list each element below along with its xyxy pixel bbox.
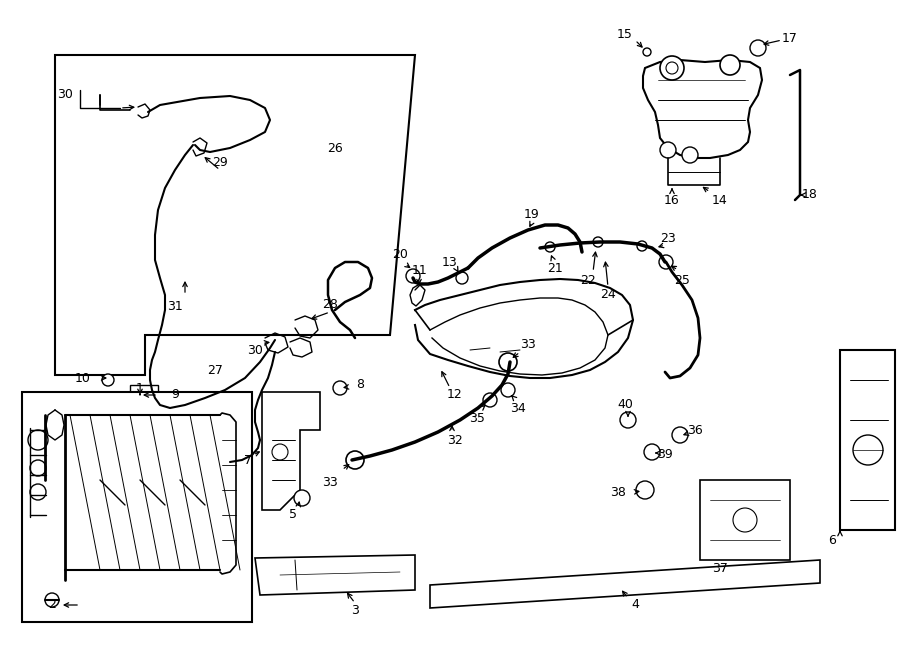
Circle shape [294, 490, 310, 506]
Text: 4: 4 [631, 598, 639, 611]
Circle shape [30, 484, 46, 500]
Text: 23: 23 [660, 231, 676, 245]
Text: 32: 32 [447, 434, 463, 446]
Text: 10: 10 [75, 371, 91, 385]
Circle shape [682, 147, 698, 163]
Circle shape [593, 237, 603, 247]
Circle shape [456, 272, 468, 284]
Text: 5: 5 [289, 508, 297, 522]
Circle shape [672, 427, 688, 443]
Text: 33: 33 [322, 475, 338, 488]
Text: 9: 9 [171, 389, 179, 401]
Text: 35: 35 [469, 412, 485, 424]
Text: 26: 26 [327, 141, 343, 155]
Circle shape [637, 241, 647, 251]
Text: 33: 33 [520, 338, 536, 352]
Circle shape [483, 393, 497, 407]
Text: 13: 13 [442, 256, 458, 268]
Text: 11: 11 [412, 264, 427, 276]
Text: 31: 31 [167, 301, 183, 313]
Circle shape [545, 242, 555, 252]
Text: 6: 6 [828, 533, 836, 547]
Polygon shape [643, 60, 762, 158]
Text: 14: 14 [712, 194, 728, 206]
Text: 34: 34 [510, 401, 526, 414]
Text: 7: 7 [244, 453, 252, 467]
Text: 17: 17 [782, 32, 798, 44]
Text: 39: 39 [657, 449, 673, 461]
Text: 15: 15 [617, 28, 633, 42]
Text: 2: 2 [48, 598, 56, 611]
Polygon shape [430, 560, 820, 608]
Text: 8: 8 [356, 379, 364, 391]
Text: 16: 16 [664, 194, 680, 206]
Text: 37: 37 [712, 561, 728, 574]
Circle shape [659, 255, 673, 269]
Circle shape [750, 40, 766, 56]
Text: 3: 3 [351, 603, 359, 617]
Circle shape [30, 460, 46, 476]
Bar [22, 392, 252, 622]
Circle shape [660, 56, 684, 80]
Polygon shape [700, 480, 790, 560]
Text: 30: 30 [248, 344, 263, 356]
Text: 20: 20 [392, 249, 408, 262]
Circle shape [644, 444, 660, 460]
Text: 27: 27 [207, 364, 223, 377]
Polygon shape [840, 350, 895, 530]
Circle shape [45, 593, 59, 607]
Circle shape [636, 481, 654, 499]
Circle shape [406, 269, 420, 283]
Circle shape [620, 412, 636, 428]
Text: 1: 1 [136, 381, 144, 395]
Circle shape [643, 48, 651, 56]
Text: 19: 19 [524, 208, 540, 221]
Circle shape [333, 381, 347, 395]
Text: 28: 28 [322, 299, 338, 311]
Text: 22: 22 [580, 274, 596, 286]
Polygon shape [55, 55, 415, 375]
Text: 38: 38 [610, 485, 626, 498]
Circle shape [501, 383, 515, 397]
Circle shape [499, 353, 517, 371]
Text: 18: 18 [802, 188, 818, 202]
Circle shape [346, 451, 364, 469]
Circle shape [660, 142, 676, 158]
Circle shape [102, 374, 114, 386]
Text: 30: 30 [57, 89, 73, 102]
Text: 12: 12 [447, 389, 463, 401]
Bar [130, 385, 158, 405]
Text: 24: 24 [600, 288, 616, 301]
Text: 21: 21 [547, 262, 562, 274]
Text: 36: 36 [687, 424, 703, 436]
Polygon shape [262, 392, 320, 510]
Circle shape [28, 430, 48, 450]
Text: 40: 40 [617, 399, 633, 412]
Circle shape [720, 55, 740, 75]
Text: 25: 25 [674, 274, 690, 286]
Text: 29: 29 [212, 155, 228, 169]
Polygon shape [255, 555, 415, 595]
